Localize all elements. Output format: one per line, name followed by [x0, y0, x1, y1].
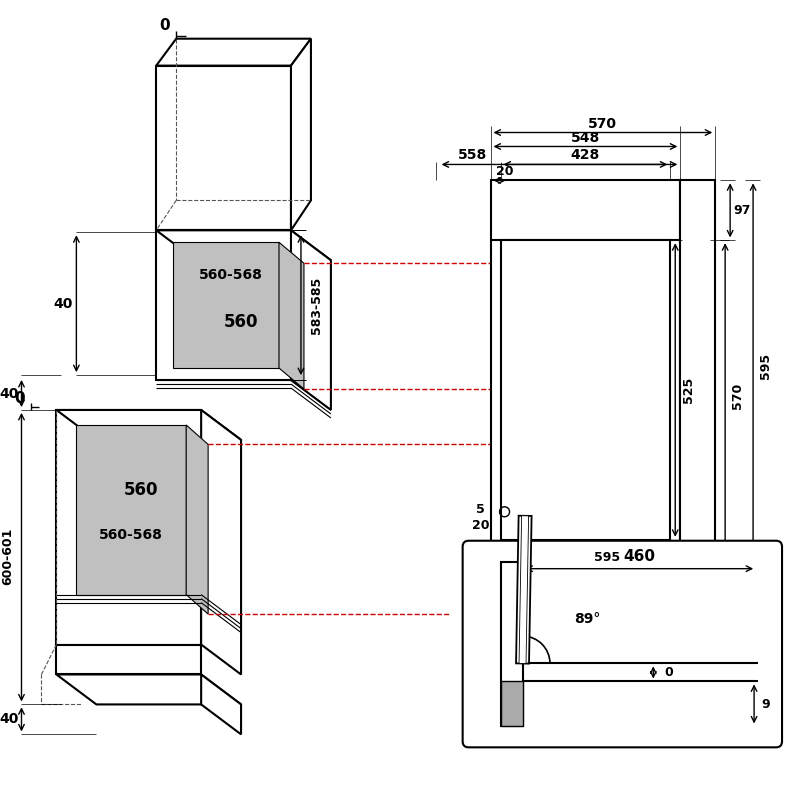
FancyBboxPatch shape — [462, 541, 782, 747]
Text: 5: 5 — [476, 503, 485, 516]
Text: 570: 570 — [588, 117, 617, 130]
Text: 40: 40 — [54, 297, 73, 311]
Text: 89°: 89° — [574, 611, 601, 626]
Polygon shape — [57, 674, 241, 705]
Polygon shape — [156, 230, 331, 260]
Text: 525: 525 — [682, 377, 694, 403]
Polygon shape — [173, 242, 279, 368]
Text: 560-568: 560-568 — [199, 268, 263, 282]
Polygon shape — [680, 181, 715, 552]
Text: 600-601: 600-601 — [1, 528, 14, 586]
Text: 0: 0 — [664, 666, 673, 679]
Text: 558: 558 — [458, 149, 487, 162]
Text: 20: 20 — [496, 165, 514, 178]
Polygon shape — [57, 645, 201, 674]
Polygon shape — [519, 516, 529, 663]
Text: 9: 9 — [762, 698, 770, 711]
Polygon shape — [501, 240, 670, 540]
Polygon shape — [291, 38, 311, 230]
Polygon shape — [186, 425, 208, 614]
Polygon shape — [501, 562, 522, 726]
Text: 583-585: 583-585 — [310, 277, 323, 334]
Text: 560-568: 560-568 — [99, 528, 163, 542]
Text: 428: 428 — [570, 149, 600, 162]
Text: 40: 40 — [0, 712, 19, 726]
Polygon shape — [279, 242, 304, 389]
Text: 560: 560 — [124, 481, 158, 499]
Text: 548: 548 — [570, 130, 600, 145]
Text: 0: 0 — [14, 390, 25, 406]
Text: 460: 460 — [623, 550, 655, 564]
Polygon shape — [156, 230, 291, 380]
Polygon shape — [516, 516, 531, 664]
Polygon shape — [57, 410, 241, 440]
Polygon shape — [57, 410, 201, 645]
Text: 595: 595 — [758, 353, 771, 379]
Polygon shape — [76, 425, 186, 594]
Text: 0: 0 — [159, 18, 170, 34]
Polygon shape — [156, 38, 311, 66]
Polygon shape — [501, 682, 522, 726]
Text: 20: 20 — [472, 519, 490, 532]
Polygon shape — [201, 674, 241, 734]
Polygon shape — [156, 66, 291, 230]
Text: 570: 570 — [730, 383, 744, 409]
Polygon shape — [201, 410, 241, 674]
Text: 560: 560 — [224, 313, 258, 331]
Polygon shape — [490, 181, 680, 552]
Text: 97: 97 — [734, 204, 750, 217]
Polygon shape — [291, 230, 331, 410]
Text: 40: 40 — [0, 387, 19, 401]
Text: 595: 595 — [594, 551, 621, 564]
